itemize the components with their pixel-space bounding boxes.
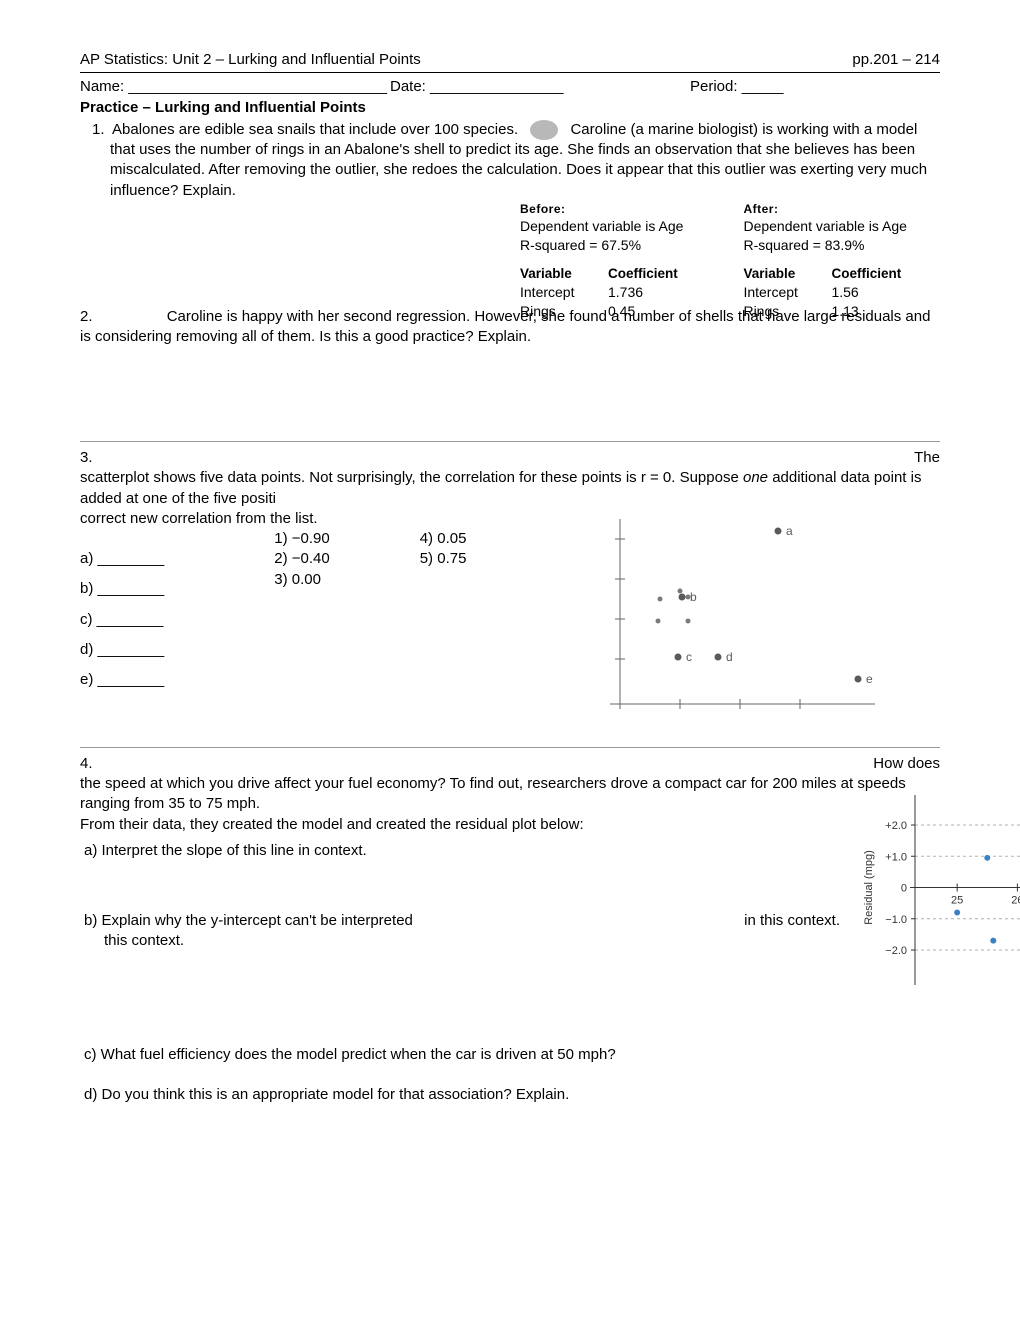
- q3-scatterplot: a b c d e: [530, 509, 880, 729]
- q3-options: 1) −0.90 2) −0.40 3) 0.00 4) 0.05 5) 0.7…: [274, 529, 466, 590]
- before-row0-coef: 1.736: [608, 283, 643, 302]
- image-blob-icon: [530, 120, 558, 140]
- q3-ans-c: c) ________: [80, 610, 164, 630]
- svg-text:a: a: [786, 524, 793, 538]
- svg-text:−2.0: −2.0: [885, 945, 907, 957]
- q4-part-a: a) Interpret the slope of this line in c…: [84, 841, 840, 861]
- q3-one: one: [743, 469, 768, 486]
- q3-ans-d: d) ________: [80, 640, 164, 660]
- q3-text-a: scatterplot shows five data points. Not …: [80, 469, 743, 486]
- q4-part-b-pre: b) Explain why the y-intercept can't be …: [84, 911, 413, 931]
- svg-text:+2.0: +2.0: [885, 820, 907, 832]
- after-dep: Dependent variable is Age: [743, 217, 906, 236]
- after-row0-var: Intercept: [743, 283, 803, 302]
- regression-output: Before: Dependent variable is Age R-squa…: [520, 201, 940, 321]
- divider: [80, 441, 940, 442]
- course-title: AP Statistics: Unit 2 – Lurking and Infl…: [80, 50, 421, 70]
- q4-part-b-post: in this context.: [744, 911, 840, 931]
- q3-ans-b: b) ________: [80, 579, 164, 599]
- opt5: 5) 0.75: [420, 549, 467, 569]
- question-2: 2. Caroline is happy with her second reg…: [80, 307, 940, 348]
- question-4: 4. How does the speed at which you drive…: [80, 754, 940, 1105]
- page-header: AP Statistics: Unit 2 – Lurking and Infl…: [80, 50, 940, 73]
- svg-text:−1.0: −1.0: [885, 913, 907, 925]
- q3-ans-a: a) ________: [80, 549, 164, 569]
- before-coef-head: Coefficient: [608, 265, 678, 283]
- q3-text-c: correct new correlation from the list.: [80, 509, 500, 529]
- svg-text:+1.0: +1.0: [885, 851, 907, 863]
- q4-lead: How does: [873, 754, 940, 774]
- q4-residual-plot: +2.0+1.00−1.0−2.025262728Residual (mpg)P…: [860, 785, 1020, 1005]
- before-row0-var: Intercept: [520, 283, 580, 302]
- period-field: Period: _____: [690, 77, 810, 97]
- after-r2: R-squared = 83.9%: [743, 236, 906, 255]
- q2-text: Caroline is happy with her second regres…: [80, 308, 930, 345]
- svg-text:Residual (mpg): Residual (mpg): [863, 850, 875, 925]
- q1-text-a: Abalones are edible sea snails that incl…: [112, 121, 518, 138]
- opt1: 1) −0.90: [274, 529, 329, 549]
- q2-num: 2.: [80, 308, 93, 325]
- opt3: 3) 0.00: [274, 570, 329, 590]
- date-field: Date: ________________: [390, 77, 610, 97]
- after-var-head: Variable: [743, 265, 803, 283]
- after-coef-head: Coefficient: [831, 265, 901, 283]
- q3-answers: a) ________ b) ________ c) ________ d) _…: [80, 539, 164, 700]
- svg-text:25: 25: [951, 894, 963, 906]
- q3-lead: The: [914, 448, 940, 468]
- svg-text:e: e: [866, 672, 873, 686]
- q1-num: 1.: [92, 121, 105, 138]
- before-title: Before:: [520, 201, 683, 217]
- q4-text-a: the speed at which you drive affect your…: [80, 775, 906, 812]
- name-date-row: Name: _______________________________ Da…: [80, 77, 940, 97]
- before-var-head: Variable: [520, 265, 580, 283]
- svg-text:b: b: [690, 590, 697, 604]
- q4-part-c: c) What fuel efficiency does the model p…: [84, 1045, 940, 1065]
- question-3: 3. The scatterplot shows five data point…: [80, 448, 940, 729]
- svg-text:26: 26: [1011, 894, 1020, 906]
- svg-text:c: c: [686, 650, 692, 664]
- practice-title: Practice – Lurking and Influential Point…: [80, 98, 940, 118]
- opt4: 4) 0.05: [420, 529, 467, 549]
- after-row0-coef: 1.56: [831, 283, 858, 302]
- svg-text:d: d: [726, 650, 733, 664]
- q4-text-b: From their data, they created the model …: [80, 816, 584, 833]
- page-range: pp.201 – 214: [852, 50, 940, 70]
- before-r2: R-squared = 67.5%: [520, 236, 683, 255]
- q4-num: 4.: [80, 754, 93, 774]
- q3-num: 3.: [80, 448, 93, 468]
- svg-text:0: 0: [901, 882, 907, 894]
- opt2: 2) −0.40: [274, 549, 329, 569]
- after-title: After:: [743, 201, 906, 217]
- q3-ans-e: e) ________: [80, 670, 164, 690]
- regression-after: After: Dependent variable is Age R-squar…: [743, 201, 906, 321]
- regression-before: Before: Dependent variable is Age R-squa…: [520, 201, 683, 321]
- divider-2: [80, 747, 940, 748]
- q4-part-d: d) Do you think this is an appropriate m…: [84, 1085, 940, 1105]
- name-field: Name: _______________________________: [80, 77, 390, 97]
- question-1: 1. Abalones are edible sea snails that i…: [80, 120, 940, 201]
- before-dep: Dependent variable is Age: [520, 217, 683, 236]
